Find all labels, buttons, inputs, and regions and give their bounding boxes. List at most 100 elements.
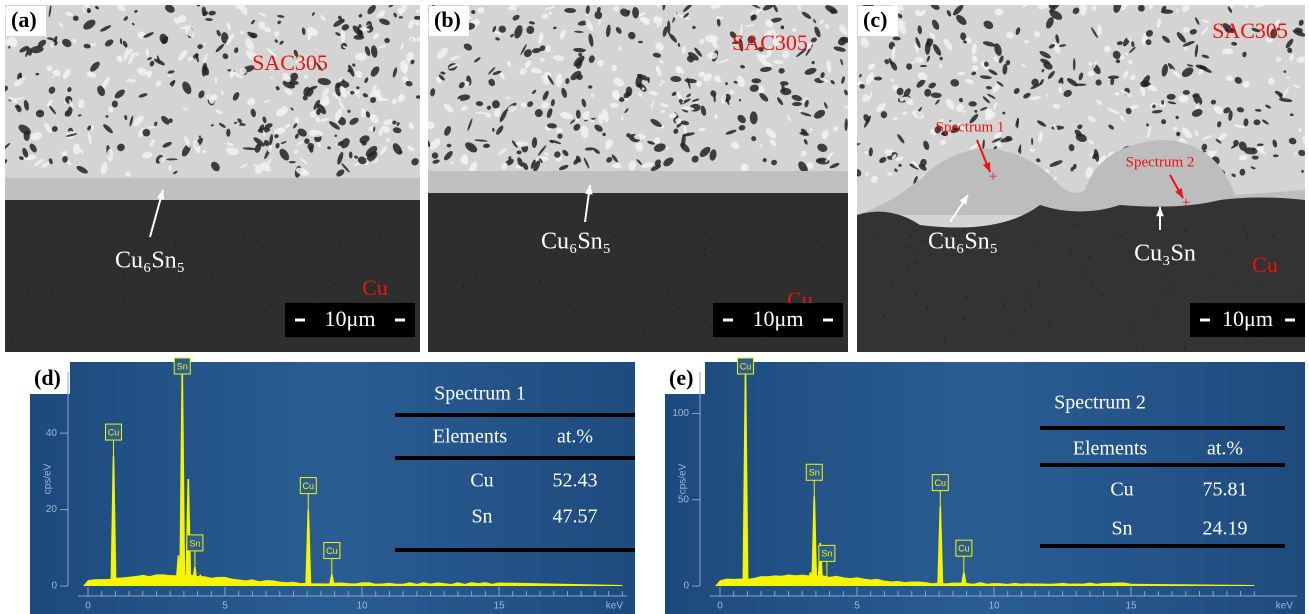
texture bbox=[659, 336, 661, 338]
texture bbox=[813, 236, 815, 238]
texture bbox=[386, 219, 388, 221]
texture bbox=[1097, 25, 1102, 36]
texture bbox=[334, 283, 336, 285]
peak-label: Cu bbox=[326, 546, 338, 556]
peak-label: Sn bbox=[821, 549, 832, 559]
texture bbox=[704, 320, 706, 322]
material-label: Cu bbox=[362, 275, 388, 300]
texture bbox=[510, 239, 512, 241]
texture bbox=[861, 253, 863, 255]
scale-bar-label: 10μm bbox=[753, 306, 804, 331]
x-tick-label: 15 bbox=[1125, 601, 1137, 612]
texture bbox=[1136, 346, 1138, 348]
texture bbox=[11, 340, 13, 342]
panel-label: (e) bbox=[669, 365, 693, 390]
texture bbox=[271, 313, 273, 315]
texture bbox=[710, 238, 712, 240]
annotation: Cu₃Sn bbox=[1134, 241, 1196, 267]
texture bbox=[240, 329, 242, 331]
annotation: Cu₆Sn₅ bbox=[115, 248, 185, 274]
texture bbox=[1184, 347, 1186, 349]
texture bbox=[38, 316, 40, 318]
texture bbox=[28, 313, 30, 315]
texture bbox=[124, 273, 126, 275]
texture bbox=[241, 309, 243, 311]
peak-label: Cu bbox=[108, 427, 120, 437]
table-cell: Sn bbox=[471, 506, 492, 528]
texture bbox=[1167, 287, 1169, 289]
marker: + bbox=[988, 169, 997, 186]
texture bbox=[211, 275, 213, 277]
texture bbox=[693, 222, 695, 224]
texture bbox=[622, 256, 624, 258]
texture bbox=[85, 287, 87, 289]
texture bbox=[1029, 295, 1031, 297]
texture bbox=[877, 236, 879, 238]
texture bbox=[1131, 327, 1133, 329]
texture bbox=[485, 282, 487, 284]
texture bbox=[65, 254, 67, 256]
texture bbox=[620, 311, 622, 313]
y-tick-label: 20 bbox=[46, 504, 58, 515]
texture bbox=[909, 246, 911, 248]
scale-bar-label: 10μm bbox=[325, 306, 376, 331]
annotation: Spectrum 2 bbox=[1126, 154, 1195, 170]
texture bbox=[737, 281, 739, 283]
texture bbox=[1091, 284, 1093, 286]
texture bbox=[1003, 304, 1005, 306]
texture bbox=[798, 284, 800, 286]
texture bbox=[703, 282, 705, 284]
texture bbox=[326, 249, 328, 251]
texture bbox=[57, 230, 59, 232]
texture bbox=[1089, 256, 1091, 258]
texture bbox=[914, 262, 916, 264]
y-tick-label: 100 bbox=[672, 408, 689, 419]
peak-label: Cu bbox=[958, 544, 970, 554]
texture bbox=[1173, 127, 1178, 131]
texture bbox=[393, 260, 395, 262]
texture bbox=[533, 228, 535, 230]
texture bbox=[773, 216, 775, 218]
material-label: Cu bbox=[1252, 252, 1278, 277]
x-tick-label: 0 bbox=[85, 601, 91, 612]
texture bbox=[963, 318, 965, 320]
panel-label: (a) bbox=[11, 7, 37, 32]
texture bbox=[174, 242, 176, 244]
texture bbox=[1037, 245, 1039, 247]
panel-label: (c) bbox=[863, 7, 887, 32]
peak-label: Sn bbox=[177, 361, 188, 371]
texture bbox=[39, 283, 41, 285]
texture bbox=[913, 253, 915, 255]
texture bbox=[140, 343, 142, 345]
texture bbox=[27, 289, 29, 291]
texture bbox=[1178, 95, 1188, 102]
x-tick-label: 0 bbox=[717, 601, 723, 612]
texture bbox=[123, 296, 125, 298]
texture bbox=[925, 240, 927, 242]
peak-label: Sn bbox=[809, 468, 820, 478]
texture bbox=[1009, 329, 1011, 331]
y-axis-label: cps/eV bbox=[678, 463, 689, 494]
table-header: Elements bbox=[433, 426, 508, 448]
y-tick-label: 40 bbox=[46, 428, 58, 439]
table-header: at.% bbox=[1207, 438, 1243, 460]
texture bbox=[830, 242, 832, 244]
texture bbox=[1201, 298, 1203, 300]
texture bbox=[926, 308, 928, 310]
texture bbox=[539, 280, 541, 282]
table-header: Elements bbox=[1073, 438, 1148, 460]
texture bbox=[626, 87, 633, 97]
texture bbox=[915, 295, 917, 297]
texture bbox=[98, 301, 100, 303]
table-cell: Sn bbox=[1111, 518, 1132, 540]
texture bbox=[705, 254, 707, 256]
texture bbox=[707, 52, 718, 59]
texture bbox=[568, 304, 570, 306]
texture bbox=[465, 332, 467, 334]
texture bbox=[628, 327, 630, 329]
table-cell: 75.81 bbox=[1203, 479, 1248, 501]
texture bbox=[717, 215, 719, 217]
texture bbox=[1246, 337, 1248, 339]
texture bbox=[482, 265, 484, 267]
peak-label: Cu bbox=[740, 361, 752, 371]
